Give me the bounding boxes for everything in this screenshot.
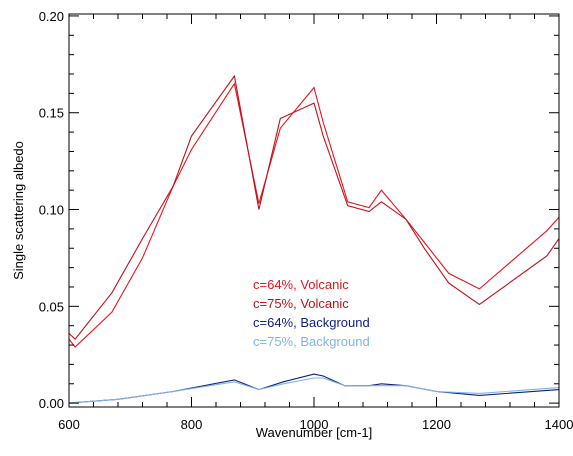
legend-entry-2: c=75%, Volcanic	[253, 296, 349, 311]
y-tick-label: 0.05	[39, 299, 64, 314]
series-line-2	[68, 74, 560, 341]
x-tick-label: 1200	[422, 417, 451, 432]
series-layer	[68, 74, 560, 404]
x-axis-label: Wavenumber [cm-1]	[256, 425, 373, 440]
x-tick-label: 600	[58, 417, 80, 432]
y-tick-label: 0.15	[39, 106, 64, 121]
x-tick-label: 800	[181, 417, 203, 432]
series-line-4	[68, 377, 560, 404]
legend-entry-1: c=64%, Volcanic	[253, 277, 349, 292]
series-line-1	[68, 82, 560, 348]
x-tick-label: 1000	[300, 417, 329, 432]
y-axis-label: Single scattering albedo	[11, 141, 26, 280]
axis-ticks: 600 800 1000 1200 1400 0.00 0.05 0.10 0.15 0.20	[39, 9, 573, 432]
legend-entry-3: c=64%, Background	[253, 315, 370, 330]
x-tick-label: 1400	[545, 417, 573, 432]
legend-entry-4: c=75%, Background	[253, 334, 370, 349]
y-tick-label: 0.20	[39, 9, 64, 24]
y-tick-label: 0.00	[39, 396, 64, 411]
legend: c=64%, Volcanic c=75%, Volcanic c=64%, Bac…	[253, 277, 370, 349]
y-tick-label: 0.10	[39, 203, 64, 218]
